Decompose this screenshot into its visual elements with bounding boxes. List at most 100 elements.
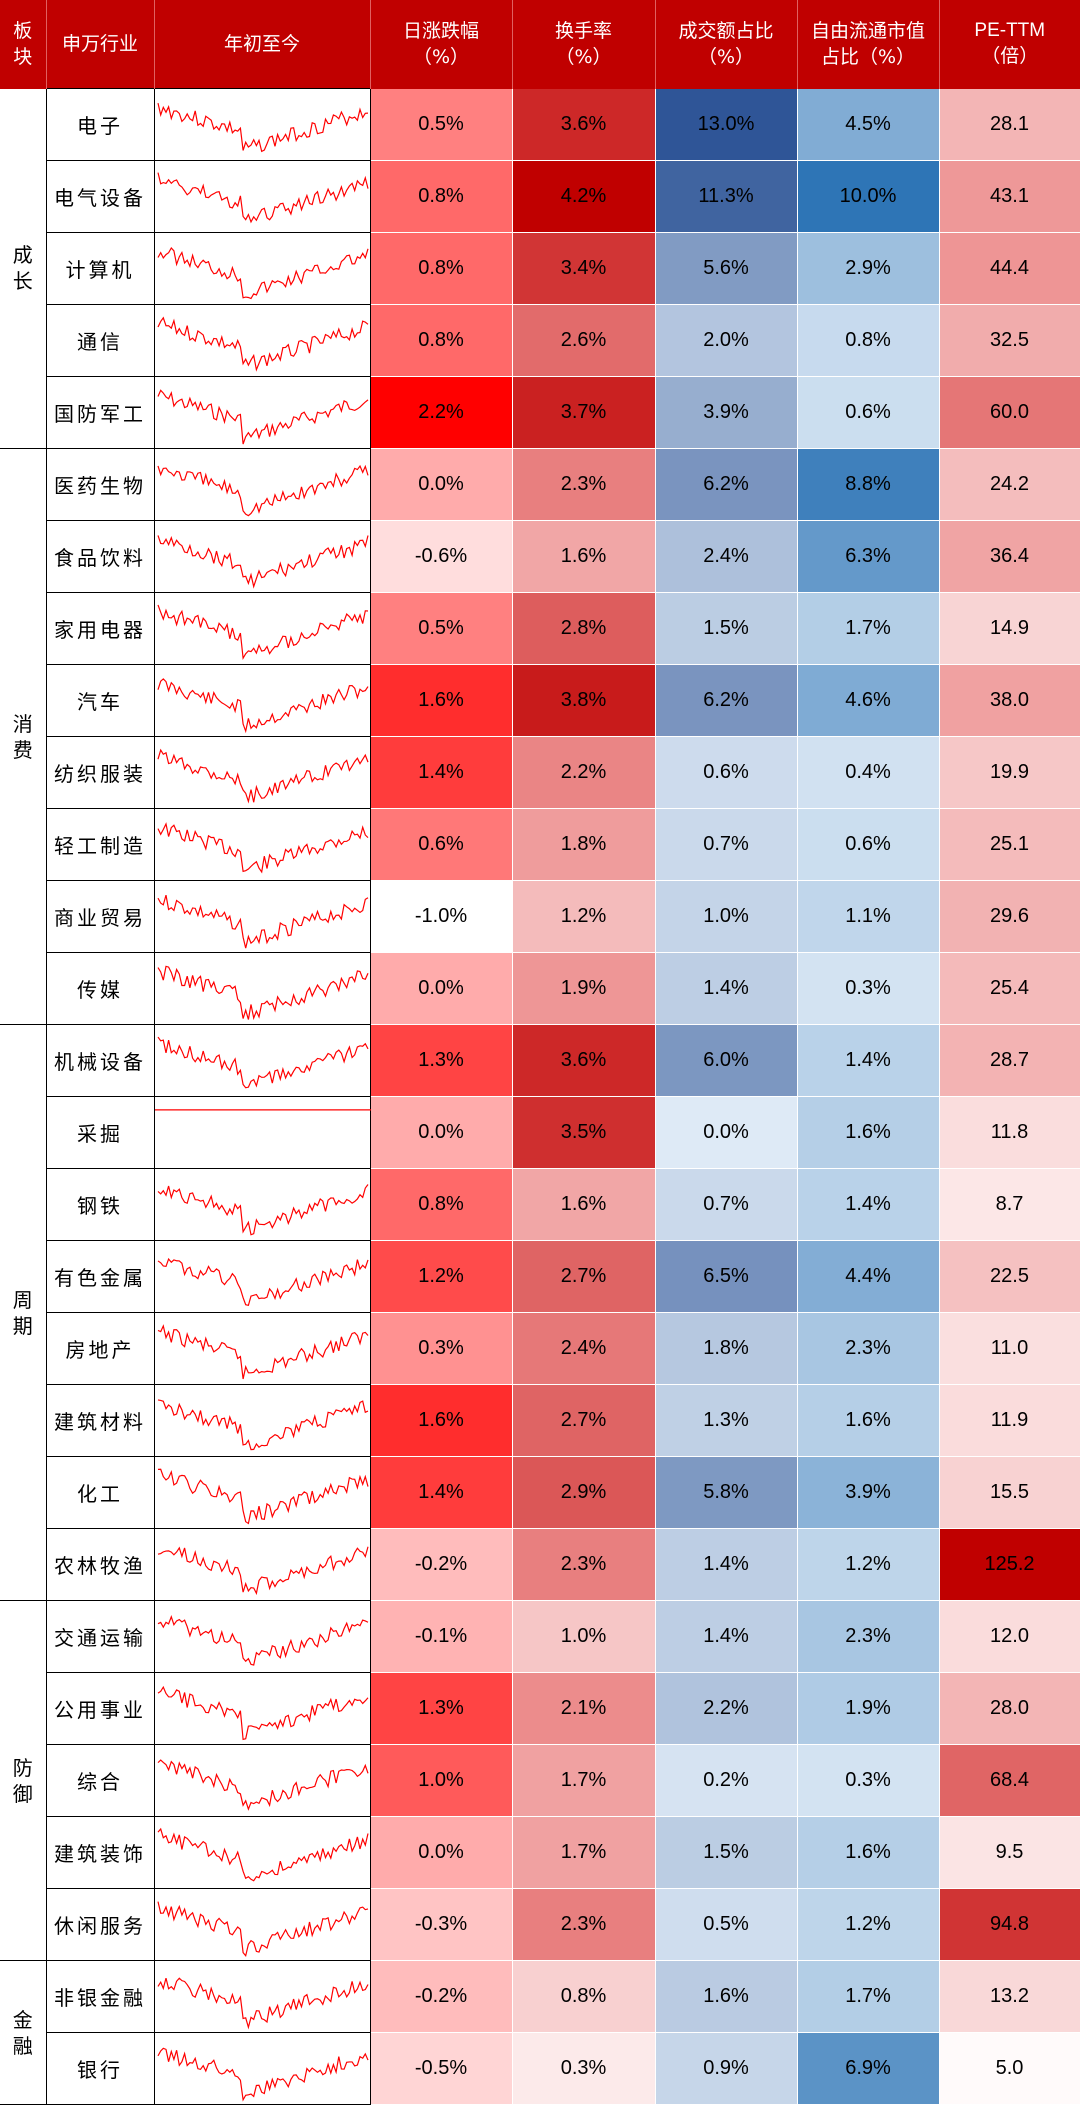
turnover-cell: 2.7% xyxy=(512,1240,656,1313)
daily-change-cell: 0.8% xyxy=(370,232,513,305)
pe-ttm-cell: 28.0 xyxy=(939,1672,1080,1745)
turnover-cell: 3.5% xyxy=(512,1096,656,1169)
industry-name: 公用事业 xyxy=(46,1672,155,1745)
sector-cell: 金融 xyxy=(0,1960,47,2105)
sector-label: 金融 xyxy=(12,2007,33,2058)
ytd-sparkline xyxy=(154,1888,371,1961)
sparkline-path xyxy=(156,246,369,299)
daily-change-cell: 0.0% xyxy=(370,448,513,521)
sparkline-path xyxy=(156,1976,369,2029)
pe-ttm-cell: 44.4 xyxy=(939,232,1080,305)
volume-share-cell: 6.2% xyxy=(655,664,798,737)
turnover-cell: 1.8% xyxy=(512,808,656,881)
volume-share-cell: 2.0% xyxy=(655,304,798,377)
table-row: 房地产 0.3% 2.4% 1.8% 2.3% 11.0 xyxy=(0,1312,1080,1385)
header-row: 板块 申万行业 年初至今 日涨跌幅 （%） 换手率 （%） 成交额占比 （%） 自由流… xyxy=(0,0,1080,89)
ytd-sparkline xyxy=(154,376,371,449)
sparkline-path xyxy=(156,965,369,1020)
volume-share-cell: 11.3% xyxy=(655,160,798,233)
ytd-sparkline xyxy=(154,1168,371,1241)
turnover-cell: 2.3% xyxy=(512,448,656,521)
sector-cell: 成长 xyxy=(0,88,47,449)
volume-share-cell: 1.4% xyxy=(655,1528,798,1601)
pe-ttm-cell: 11.0 xyxy=(939,1312,1080,1385)
daily-change-cell: 0.0% xyxy=(370,1096,513,1169)
industry-name: 计算机 xyxy=(46,232,155,305)
header-turnover-line2: （%） xyxy=(555,46,612,69)
pe-ttm-cell: 11.9 xyxy=(939,1384,1080,1457)
float-cap-share-cell: 10.0% xyxy=(797,160,940,233)
table-row: 休闲服务 -0.3% 2.3% 0.5% 1.2% 94.8 xyxy=(0,1888,1080,1961)
sparkline-path xyxy=(157,1398,368,1450)
industry-name: 通信 xyxy=(46,304,155,377)
turnover-cell: 0.3% xyxy=(512,2032,656,2105)
ytd-sparkline xyxy=(154,1240,371,1313)
turnover-cell: 2.9% xyxy=(512,1456,656,1529)
sector-label: 消费 xyxy=(12,711,33,762)
industry-name: 建筑装饰 xyxy=(46,1816,155,1889)
ytd-sparkline xyxy=(154,808,371,881)
daily-change-cell: 0.6% xyxy=(370,808,513,881)
turnover-cell: 1.0% xyxy=(512,1600,656,1673)
industry-name: 电气设备 xyxy=(46,160,155,233)
float-cap-share-cell: 1.1% xyxy=(797,880,940,953)
table-row: 传媒 0.0% 1.9% 1.4% 0.3% 25.4 xyxy=(0,952,1080,1025)
daily-change-cell: 2.2% xyxy=(370,376,513,449)
volume-share-cell: 0.7% xyxy=(655,1168,798,1241)
table-row: 综合 1.0% 1.7% 0.2% 0.3% 68.4 xyxy=(0,1744,1080,1817)
ytd-sparkline xyxy=(154,1024,371,1097)
table-row: 汽车 1.6% 3.8% 6.2% 4.6% 38.0 xyxy=(0,664,1080,737)
turnover-cell: 2.1% xyxy=(512,1672,656,1745)
float-cap-share-cell: 1.6% xyxy=(797,1096,940,1169)
turnover-cell: 1.9% xyxy=(512,952,656,1025)
header-turnover-line1: 换手率 xyxy=(554,20,612,43)
float-cap-share-cell: 6.3% xyxy=(797,520,940,593)
header-volume-share-line1: 成交额占比 xyxy=(678,20,774,43)
table-row: 消费 医药生物 0.0% 2.3% 6.2% 8.8% 24.2 xyxy=(0,448,1080,1025)
daily-change-cell: -1.0% xyxy=(370,880,513,953)
volume-share-cell: 1.6% xyxy=(655,1960,798,2033)
float-cap-share-cell: 0.3% xyxy=(797,952,940,1025)
table-row: 采掘 0.0% 3.5% 0.0% 1.6% 11.8 xyxy=(0,1096,1080,1169)
sparkline-path xyxy=(156,171,369,223)
sector-cell: 消费 xyxy=(0,448,47,1025)
volume-share-cell: 2.2% xyxy=(655,1672,798,1745)
turnover-cell: 2.3% xyxy=(512,1888,656,1961)
ytd-sparkline xyxy=(154,304,371,377)
header-daily-change: 日涨跌幅 （%） xyxy=(370,0,513,89)
float-cap-share-cell: 1.4% xyxy=(797,1024,940,1097)
sector-cell: 周期 xyxy=(0,1024,47,1601)
daily-change-cell: -0.1% xyxy=(370,1600,513,1673)
daily-change-cell: -0.2% xyxy=(370,1960,513,2033)
ytd-sparkline xyxy=(154,1816,371,1889)
industry-name: 综合 xyxy=(46,1744,155,1817)
float-cap-share-cell: 1.4% xyxy=(797,1168,940,1241)
sparkline-path xyxy=(157,1827,369,1881)
industry-name: 食品饮料 xyxy=(46,520,155,593)
header-float-cap-share: 自由流通市值 占比（%） xyxy=(797,0,940,89)
turnover-cell: 2.4% xyxy=(512,1312,656,1385)
float-cap-share-cell: 0.6% xyxy=(797,376,940,449)
industry-name: 农林牧渔 xyxy=(46,1528,155,1601)
daily-change-cell: 1.3% xyxy=(370,1024,513,1097)
daily-change-cell: -0.2% xyxy=(370,1528,513,1601)
daily-change-cell: 0.8% xyxy=(370,304,513,377)
industry-name: 家用电器 xyxy=(46,592,155,665)
turnover-cell: 2.7% xyxy=(512,1384,656,1457)
daily-change-cell: 0.3% xyxy=(370,1312,513,1385)
sparkline-path xyxy=(157,1257,369,1306)
pe-ttm-cell: 15.5 xyxy=(939,1456,1080,1529)
turnover-cell: 4.2% xyxy=(512,160,656,233)
ytd-sparkline xyxy=(154,232,371,305)
sparkline-path xyxy=(157,1758,369,1811)
float-cap-share-cell: 1.9% xyxy=(797,1672,940,1745)
industry-name: 机械设备 xyxy=(46,1024,155,1097)
daily-change-cell: 1.3% xyxy=(370,1672,513,1745)
float-cap-share-cell: 2.3% xyxy=(797,1600,940,1673)
table-row: 建筑装饰 0.0% 1.7% 1.5% 1.6% 9.5 xyxy=(0,1816,1080,1889)
sparkline-path xyxy=(157,1685,368,1740)
volume-share-cell: 6.5% xyxy=(655,1240,798,1313)
float-cap-share-cell: 1.6% xyxy=(797,1384,940,1457)
volume-share-cell: 0.0% xyxy=(655,1096,798,1169)
